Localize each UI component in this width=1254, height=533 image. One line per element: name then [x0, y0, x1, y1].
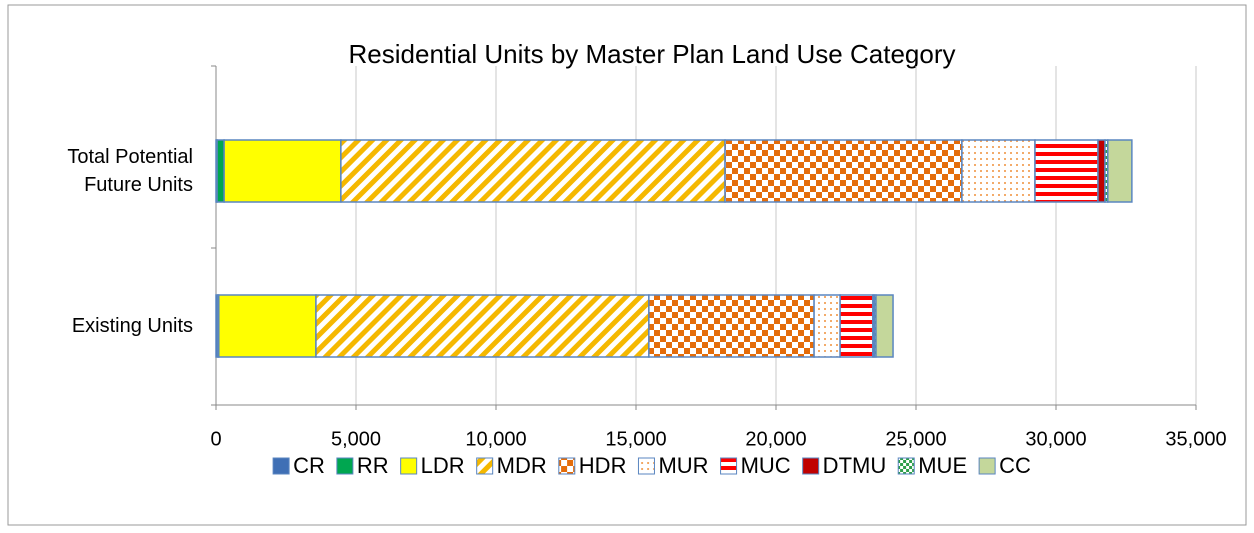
- bar-segment: [839, 294, 874, 358]
- x-tick-label: 20,000: [745, 428, 806, 450]
- legend-label: CR: [293, 453, 325, 478]
- x-tick-label: 15,000: [605, 428, 666, 450]
- bar-segment: [1097, 139, 1106, 203]
- y-tick-label: Existing Units: [71, 315, 193, 337]
- bar-segment: [724, 139, 963, 203]
- bar-segment: [223, 139, 342, 203]
- bar-segment: [648, 294, 815, 358]
- legend-label: MUE: [918, 453, 967, 478]
- chart-title: Residential Units by Master Plan Land Us…: [349, 39, 956, 69]
- x-tick-label: 30,000: [1025, 428, 1086, 450]
- legend: CR RR LDR MDR HDR MUR MUC DTMU MUE CC: [272, 453, 1031, 478]
- x-tick-label: 5,000: [331, 428, 381, 450]
- y-tick-label: Total Potential Future Units: [67, 146, 193, 196]
- legend-label: DTMU: [823, 453, 887, 478]
- bar-segment: [218, 294, 317, 358]
- legend-label: MDR: [497, 453, 547, 478]
- legend-label: MUC: [741, 453, 791, 478]
- legend-swatch: [272, 457, 290, 475]
- bar-segment: [961, 139, 1036, 203]
- bar-segment: [1034, 139, 1099, 203]
- legend-label: RR: [357, 453, 389, 478]
- legend-swatch: [978, 457, 996, 475]
- x-tick-label: 10,000: [465, 428, 526, 450]
- x-tick-label: 0: [210, 428, 221, 450]
- bar-segment: [813, 294, 841, 358]
- bar-segment: [315, 294, 650, 358]
- legend-swatch: [637, 457, 655, 475]
- bar-segment: [875, 294, 894, 358]
- legend-label: LDR: [421, 453, 465, 478]
- chart-border: [7, 4, 1247, 526]
- legend-label: MUR: [658, 453, 708, 478]
- legend-swatch: [897, 457, 915, 475]
- x-tick-label: 35,000: [1165, 428, 1226, 450]
- bar-segment: [216, 139, 225, 203]
- legend-swatch: [720, 457, 738, 475]
- legend-swatch: [558, 457, 576, 475]
- legend-swatch: [336, 457, 354, 475]
- legend-label: HDR: [579, 453, 627, 478]
- bar-segment: [340, 139, 726, 203]
- x-tick-label: 25,000: [885, 428, 946, 450]
- legend-swatch: [802, 457, 820, 475]
- legend-label: CC: [999, 453, 1031, 478]
- legend-swatch: [400, 457, 418, 475]
- bar-segment: [1107, 139, 1133, 203]
- legend-swatch: [476, 457, 494, 475]
